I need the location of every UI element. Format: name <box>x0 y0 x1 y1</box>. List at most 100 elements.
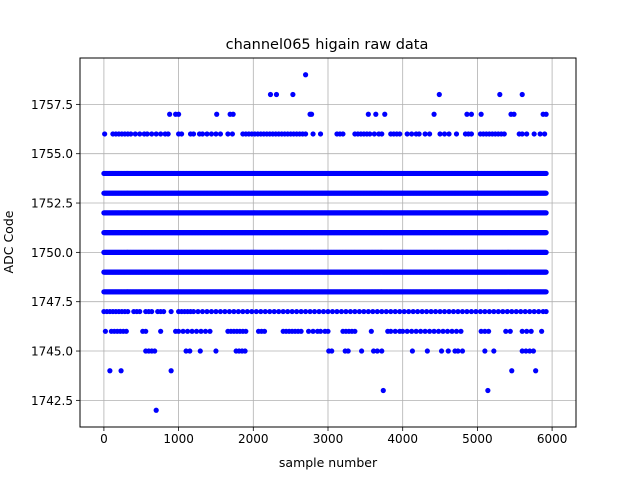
data-point <box>217 308 224 315</box>
data-point <box>497 91 503 98</box>
data-point <box>249 308 255 315</box>
x-axis-label: sample number <box>279 455 378 470</box>
x-tick-label: 5000 <box>462 432 493 446</box>
data-point <box>189 328 195 334</box>
x-tick-label: 0 <box>100 432 108 446</box>
data-point <box>158 131 164 137</box>
data-point <box>468 111 475 117</box>
data-point <box>161 308 167 315</box>
data-point <box>527 308 533 315</box>
data-point <box>102 328 108 334</box>
data-point <box>310 131 316 137</box>
data-point <box>543 111 549 117</box>
data-point <box>392 308 398 315</box>
data-point <box>371 131 377 137</box>
data-point <box>298 328 304 334</box>
data-point <box>222 308 228 315</box>
data-point <box>530 348 537 354</box>
y-axis-label: ADC Code <box>1 210 16 273</box>
data-point <box>298 308 304 315</box>
data-point <box>176 328 182 334</box>
data-point <box>453 131 460 137</box>
data-point <box>347 308 354 315</box>
data-point <box>338 308 345 315</box>
data-point <box>455 348 461 354</box>
data-point <box>441 131 448 137</box>
data-point <box>280 308 286 315</box>
y-tick-label: 1750.0 <box>31 246 73 260</box>
data-point <box>445 348 451 354</box>
data-point <box>441 308 448 315</box>
x-tick-label: 1000 <box>163 432 194 446</box>
data-point <box>485 387 491 394</box>
data-point <box>123 328 129 334</box>
data-point <box>137 308 143 315</box>
data-point <box>491 348 497 354</box>
data-point <box>539 328 545 334</box>
data-point <box>453 328 460 334</box>
data-point <box>361 308 367 315</box>
data-point <box>422 131 428 137</box>
data-point <box>198 328 204 334</box>
data-point <box>311 308 318 315</box>
y-tick-label: 1745.0 <box>31 345 73 359</box>
data-point <box>409 328 415 334</box>
data-point <box>243 328 249 334</box>
data-point <box>379 131 385 137</box>
data-point <box>543 210 549 216</box>
data-point <box>482 348 488 354</box>
data-point <box>208 308 215 315</box>
data-point <box>422 328 428 334</box>
data-point <box>345 348 351 354</box>
x-tick-label: 4000 <box>387 432 418 446</box>
data-point <box>495 308 501 315</box>
data-point <box>229 131 235 137</box>
data-point <box>204 308 210 315</box>
data-point <box>543 170 549 177</box>
data-point <box>388 328 394 334</box>
data-point <box>431 111 437 117</box>
data-point <box>446 308 452 315</box>
data-point <box>207 328 213 334</box>
data-point <box>352 328 358 334</box>
data-point <box>486 328 492 334</box>
data-point <box>184 328 191 334</box>
data-points <box>101 72 549 413</box>
data-point <box>137 131 143 137</box>
data-point <box>225 131 231 137</box>
x-tick-label: 3000 <box>313 432 344 446</box>
data-point <box>143 328 149 334</box>
data-point <box>317 131 324 137</box>
data-point <box>404 328 410 334</box>
data-point <box>193 328 200 334</box>
data-point <box>418 328 424 334</box>
data-point <box>199 131 206 137</box>
data-point <box>397 131 403 137</box>
data-point <box>543 269 549 275</box>
data-point <box>435 328 442 334</box>
data-point <box>468 308 475 315</box>
data-point <box>128 131 134 137</box>
data-point <box>543 190 549 196</box>
data-point <box>208 131 215 137</box>
data-point <box>242 348 248 354</box>
data-point <box>491 308 497 315</box>
data-point <box>356 308 362 315</box>
data-point <box>231 308 237 315</box>
data-point <box>419 308 425 315</box>
data-point <box>374 308 380 315</box>
data-point <box>343 308 349 315</box>
data-point <box>352 308 358 315</box>
data-point <box>374 348 380 354</box>
data-point <box>486 308 492 315</box>
data-point <box>153 407 159 413</box>
data-point <box>285 308 291 315</box>
data-point <box>509 308 515 315</box>
data-point <box>204 131 210 137</box>
data-point <box>543 308 549 315</box>
data-point <box>500 308 506 315</box>
data-point <box>382 111 388 117</box>
data-point <box>416 131 422 137</box>
y-tick-label: 1747.5 <box>31 295 73 309</box>
